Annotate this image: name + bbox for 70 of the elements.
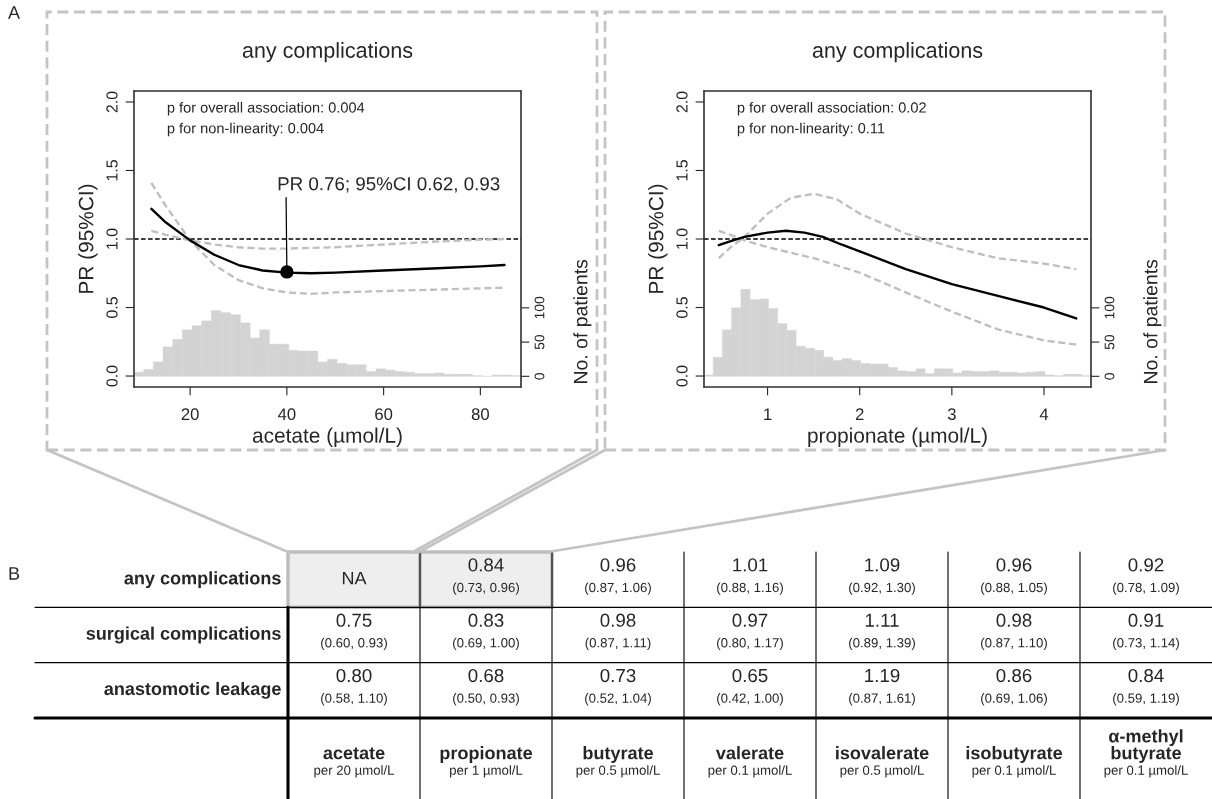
category-label: butyrate per 0.5 µmol/L [576, 746, 660, 778]
annotation: p for overall association: 0.02 [737, 101, 926, 116]
text: 0.68 (0.50, 0.93) [453, 668, 519, 706]
y2-axis-title: No. of patients [1143, 259, 1162, 383]
text: 1.19 (0.87, 1.61) [849, 668, 915, 706]
x-tick-label: 20 [181, 408, 199, 421]
y-tick-label: 0.0 [106, 365, 118, 387]
x-tick-label: 60 [375, 408, 393, 421]
y-tick-label: 1.5 [106, 160, 118, 181]
y2-axis-title: No. of patients [573, 259, 592, 383]
category-label: anastomotic leakage [104, 681, 281, 699]
y2-tick-label: 0 [1104, 373, 1115, 380]
text: 0.96 (0.87, 1.06) [585, 558, 651, 595]
chart-title: any complications [812, 42, 983, 63]
y-tick-label: 0.5 [106, 297, 118, 318]
text: B [9, 567, 20, 580]
category-label: any complications [124, 571, 281, 589]
x-tick-label: 3 [947, 408, 956, 421]
text: 1.01 (0.88, 1.16) [717, 558, 783, 595]
category-label: valerate per 0.1 µmol/L [708, 746, 792, 778]
y-tick-label: 0.0 [676, 365, 688, 387]
y2-tick-label: 50 [534, 334, 545, 350]
category-label: isobutyrate per 0.1 µmol/L [966, 746, 1063, 778]
text: 1.09 (0.92, 1.30) [849, 558, 915, 595]
text: 0.80 (0.58, 1.10) [321, 668, 387, 706]
x-axis-title: acetate (µmol/L) [252, 427, 402, 447]
y-tick-label: 1.5 [676, 160, 688, 181]
text: 0.84 (0.73, 0.96) [453, 558, 519, 595]
y-tick-label: 2.0 [106, 91, 118, 113]
x-tick-label: 40 [277, 408, 296, 421]
y-tick-label: 1.0 [676, 228, 688, 249]
x-tick-label: 80 [471, 408, 489, 421]
category-label: isovalerate per 0.5 µmol/L [836, 746, 929, 778]
text: 0.98 (0.87, 1.11) [585, 613, 651, 651]
y-axis-title: PR (95%CI) [78, 184, 98, 293]
x-tick-label: 4 [1039, 408, 1049, 420]
text: 0.65 (0.42, 1.00) [717, 668, 783, 706]
text: 0.86 (0.69, 1.06) [981, 668, 1047, 706]
y-tick-label: 2.0 [676, 91, 688, 113]
text: 0.84 (0.59, 1.19) [1113, 668, 1179, 706]
y2-tick-label: 0 [534, 373, 545, 380]
x-tick-label: 1 [764, 408, 772, 420]
text: 0.98 (0.87, 1.10) [981, 613, 1047, 651]
text: 0.75 (0.60, 0.93) [321, 613, 387, 651]
annotation: PR 0.76; 95%CI 0.62, 0.93 [278, 177, 500, 193]
text: 0.96 (0.88, 1.05) [981, 558, 1047, 595]
y-tick-label: 1.0 [106, 228, 118, 249]
annotation: p for non-linearity: 0.004 [167, 122, 324, 137]
annotation: p for overall association: 0.004 [167, 101, 365, 116]
category-label: α-methyl butyrate per 0.1 µmol/L [1104, 729, 1188, 778]
text: 0.91 (0.73, 1.14) [1113, 613, 1179, 651]
text: A [8, 6, 21, 19]
y2-tick-label: 100 [534, 296, 545, 319]
y-tick-label: 0.5 [676, 297, 688, 318]
category-label: acetate per 20 µmol/L [314, 747, 395, 778]
text: 0.73 (0.52, 1.04) [585, 668, 651, 706]
text: 0.83 (0.69, 1.00) [453, 613, 519, 651]
text: NA [342, 571, 367, 585]
text: 0.92 (0.78, 1.09) [1113, 558, 1179, 595]
chart-title: any complications [242, 42, 413, 63]
text: 0.97 (0.80, 1.17) [717, 613, 783, 651]
text: 1.11 (0.89, 1.39) [849, 613, 915, 651]
x-axis-title: propionate (µmol/L) [808, 427, 987, 447]
y2-tick-label: 50 [1104, 334, 1115, 350]
category-label: propionate per 1 µmol/L [440, 746, 533, 778]
y-axis-title: PR (95%CI) [648, 184, 668, 293]
annotation: p for non-linearity: 0.11 [737, 122, 885, 137]
category-label: surgical complications [86, 626, 281, 644]
x-tick-label: 2 [855, 408, 864, 420]
y2-tick-label: 100 [1104, 296, 1115, 319]
